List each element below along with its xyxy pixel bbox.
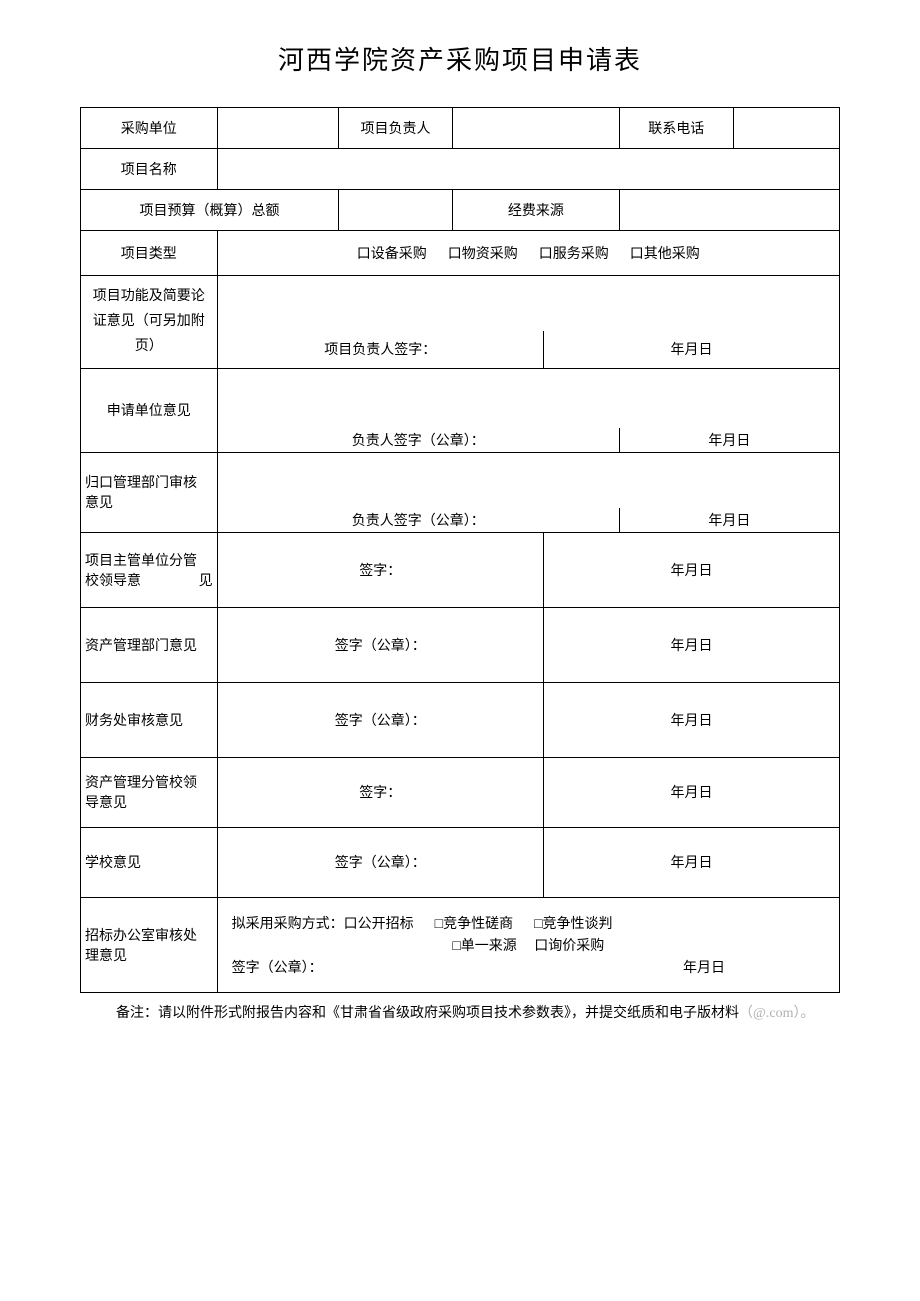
- document-title: 河西学院资产采购项目申请表: [80, 40, 840, 77]
- label-contact: 联系电话: [619, 108, 733, 149]
- label-school-opinion: 学校意见: [81, 827, 218, 897]
- label-project-type: 项目类型: [81, 231, 218, 276]
- row8-date-label: 年月日: [543, 532, 839, 607]
- row10-date-label: 年月日: [543, 682, 839, 757]
- opt-competitive-negotiate: □竞争性谈判: [534, 917, 612, 932]
- value-project-name: [217, 149, 839, 190]
- row11-sign-label: 签字：: [217, 757, 543, 827]
- label-project-lead: 项目负责人: [339, 108, 453, 149]
- row12-date-label: 年月日: [543, 827, 839, 897]
- row8-sign-label: 签字：: [217, 532, 543, 607]
- value-applicant-opinion: [217, 368, 839, 428]
- value-contact: [733, 108, 839, 149]
- opt-single-source: □单一来源: [452, 939, 516, 954]
- row5-sign-label: 项目负责人签字：: [217, 331, 543, 369]
- label-project-name: 项目名称: [81, 149, 218, 190]
- row10-sign-label: 签字（公章）：: [217, 682, 543, 757]
- label-asset-leader: 资产管理分管校领 导意见: [81, 757, 218, 827]
- opt-public-bid: 口公开招标: [344, 917, 414, 932]
- label-supervisor-opinion: 项目主管单位分管 校领导意见: [81, 532, 218, 607]
- row11-date-label: 年月日: [543, 757, 839, 827]
- opt-competitive-consult: □竞争性磋商: [435, 917, 513, 932]
- value-project-lead: [452, 108, 619, 149]
- opt-material: 口物资采购: [448, 247, 518, 262]
- label-applicant-opinion: 申请单位意见: [81, 368, 218, 453]
- value-dept-review: [217, 453, 839, 508]
- label-function-opinion: 项目功能及简要论 证意见（可另加附 页）: [81, 276, 218, 369]
- value-budget: [339, 190, 453, 231]
- row9-date-label: 年月日: [543, 607, 839, 682]
- bidding-office-content: 拟采用采购方式：口公开招标 □竞争性磋商 □竞争性谈判 □单一来源 口询价采购 …: [217, 897, 839, 992]
- label-budget: 项目预算（概算）总额: [81, 190, 339, 231]
- row12-sign-label: 签字（公章）：: [217, 827, 543, 897]
- notes-text: 备注：请以附件形式附报告内容和《甘肃省省级政府采购项目技术参数表》，并提交纸质和…: [80, 1003, 840, 1025]
- label-bidding-office: 招标办公室审核处 理意见: [81, 897, 218, 992]
- label-asset-mgmt: 资产管理部门意见: [81, 607, 218, 682]
- project-type-options: 口设备采购 口物资采购 口服务采购 口其他采购: [217, 231, 839, 276]
- label-finance-review: 财务处审核意见: [81, 682, 218, 757]
- opt-equipment: 口设备采购: [357, 247, 427, 262]
- value-function-opinion: [217, 276, 839, 331]
- row7-date-label: 年月日: [619, 508, 839, 533]
- label-dept-review: 归口管理部门审核 意见: [81, 453, 218, 533]
- label-fund-source: 经费来源: [452, 190, 619, 231]
- label-purchase-unit: 采购单位: [81, 108, 218, 149]
- row9-sign-label: 签字（公章）：: [217, 607, 543, 682]
- row6-sign-label: 负责人签字（公章）：: [217, 428, 619, 453]
- opt-other: 口其他采购: [630, 247, 700, 262]
- value-purchase-unit: [217, 108, 338, 149]
- purchase-method-prefix: 拟采用采购方式：: [232, 917, 344, 932]
- row6-date-label: 年月日: [619, 428, 839, 453]
- row13-sign-label: 签字（公章）：: [232, 957, 323, 977]
- opt-service: 口服务采购: [539, 247, 609, 262]
- opt-inquiry: 口询价采购: [534, 939, 604, 954]
- row5-date-label: 年月日: [543, 331, 839, 369]
- row7-sign-label: 负责人签字（公章）：: [217, 508, 619, 533]
- value-fund-source: [619, 190, 839, 231]
- application-form-table: 采购单位 项目负责人 联系电话 项目名称 项目预算（概算）总额 经费来源 项目类…: [80, 107, 840, 993]
- row13-date-label: 年月日: [683, 957, 725, 977]
